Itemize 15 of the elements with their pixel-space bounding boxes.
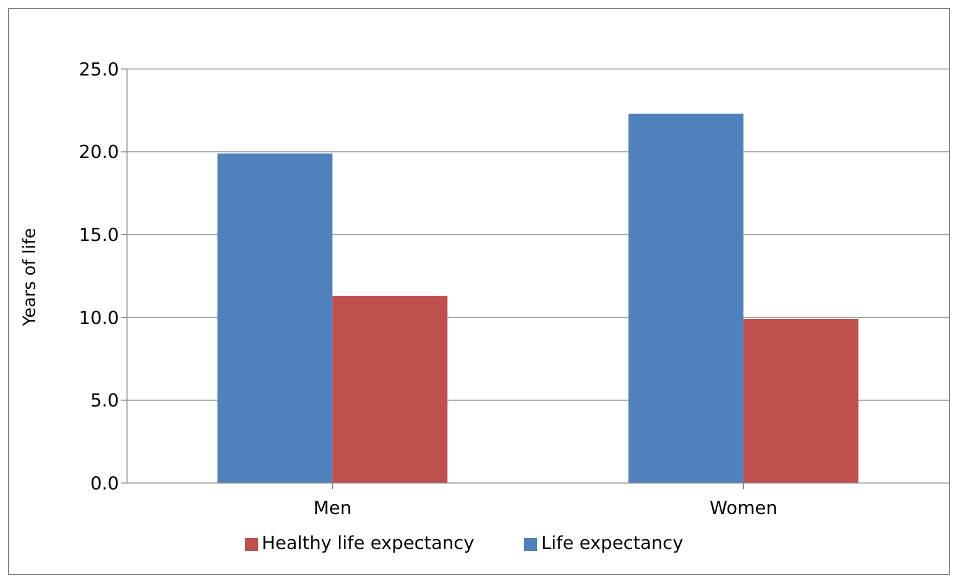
x-tick-label: Men (313, 498, 352, 519)
y-tick-label: 15.0 (78, 224, 119, 246)
legend-label: Life expectancy (541, 533, 684, 554)
y-tick-label: 5.0 (90, 390, 119, 412)
bar (217, 153, 332, 483)
y-tick-label: 20.0 (78, 142, 119, 164)
y-axis-title: Years of life (20, 228, 40, 327)
y-tick-label: 25.0 (78, 59, 119, 80)
y-tick-label: 10.0 (78, 308, 119, 329)
bar (628, 114, 744, 483)
legend-label: Healthy life expectancy (262, 533, 474, 554)
bar (743, 319, 858, 483)
bar (332, 296, 448, 483)
y-tick-label: 0.0 (90, 473, 119, 494)
x-tick-label: Women (710, 498, 778, 519)
